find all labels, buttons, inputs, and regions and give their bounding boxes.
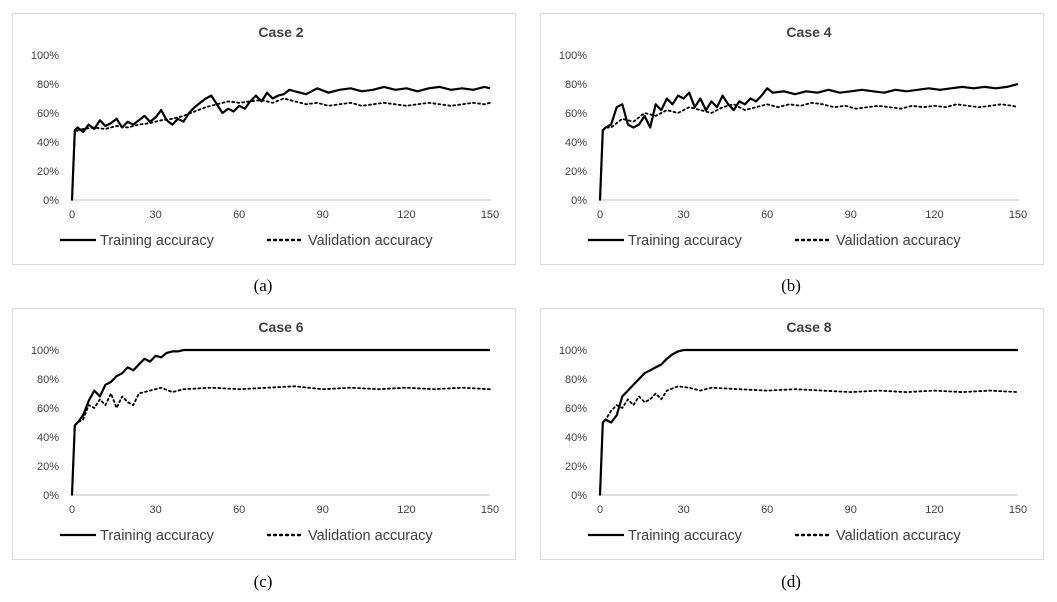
- caption-a: (a): [253, 276, 273, 295]
- x-tick-label: 0: [597, 209, 603, 221]
- y-tick-label: 0%: [43, 195, 59, 207]
- y-tick-label: 60%: [565, 108, 587, 120]
- y-tick-label: 80%: [565, 79, 587, 91]
- y-tick-label: 60%: [565, 403, 587, 415]
- y-tick-label: 20%: [37, 166, 59, 178]
- training-accuracy-line: [598, 348, 1018, 496]
- legend-label: Training accuracy: [100, 233, 215, 249]
- chart-panel-c: Case 6 0% 20% 40% 60% 80% 100% 0 30 60 90 120 150 Tra…: [12, 308, 516, 560]
- caption-b: (b): [781, 276, 801, 295]
- x-tick-label: 60: [761, 504, 773, 516]
- x-tick-label: 0: [69, 504, 75, 516]
- caption-d: (d): [781, 572, 801, 591]
- legend-label: Validation accuracy: [836, 233, 961, 249]
- x-tick-label: 60: [761, 209, 773, 221]
- line-chart: Case 6 0% 20% 40% 60% 80% 100% 0 30 60 90 120 150 Tra…: [31, 319, 499, 544]
- y-tick-label: 0%: [43, 490, 59, 502]
- x-tick-label: 120: [925, 209, 943, 221]
- x-tick-label: 90: [845, 209, 857, 221]
- line-chart: Case 2 0% 20% 40% 60% 80% 100% 0 30 60 90 120 150 Tra…: [31, 24, 499, 249]
- y-tick-label: 60%: [37, 108, 59, 120]
- chart-title: Case 6: [258, 319, 303, 335]
- y-tick-label: 20%: [565, 461, 587, 473]
- chart-panel-a: Case 2 0% 20% 40% 60% 80% 100% 0 30 60 90 120 150 Tra…: [12, 13, 516, 265]
- chart-title: Case 4: [786, 24, 831, 40]
- training-accuracy-line: [598, 82, 1019, 201]
- x-tick-label: 0: [597, 504, 603, 516]
- x-tick-label: 90: [317, 209, 329, 221]
- y-tick-label: 40%: [37, 432, 59, 444]
- x-tick-label: 30: [149, 209, 161, 221]
- y-tick-label: 20%: [565, 166, 587, 178]
- validation-accuracy-line: [71, 385, 491, 496]
- x-tick-label: 150: [481, 209, 499, 221]
- x-tick-label: 150: [481, 504, 499, 516]
- y-tick-label: 40%: [565, 137, 587, 149]
- x-tick-label: 120: [397, 209, 415, 221]
- legend-label: Validation accuracy: [308, 233, 433, 249]
- x-tick-label: 150: [1009, 504, 1027, 516]
- x-tick-label: 120: [925, 504, 943, 516]
- x-tick-label: 90: [845, 504, 857, 516]
- y-tick-label: 40%: [565, 432, 587, 444]
- x-tick-label: 60: [233, 209, 245, 221]
- validation-accuracy-line: [599, 385, 1019, 496]
- chart-frame: [540, 13, 1044, 265]
- y-tick-label: 80%: [565, 374, 587, 386]
- training-accuracy-line: [70, 348, 490, 496]
- y-tick-label: 100%: [31, 50, 59, 62]
- validation-accuracy-line: [599, 101, 1019, 201]
- x-tick-label: 120: [397, 504, 415, 516]
- y-tick-label: 100%: [31, 345, 59, 357]
- y-tick-label: 80%: [37, 79, 59, 91]
- training-accuracy-line: [70, 85, 491, 201]
- chart-title: Case 8: [786, 319, 831, 335]
- legend-label: Training accuracy: [628, 528, 743, 544]
- legend-label: Validation accuracy: [836, 528, 961, 544]
- caption-c: (c): [253, 572, 273, 591]
- line-chart: Case 4 0% 20% 40% 60% 80% 100% 0 30 60 90 120 150 Tra…: [559, 24, 1027, 249]
- x-tick-label: 30: [677, 504, 689, 516]
- line-chart: Case 8 0% 20% 40% 60% 80% 100% 0 30 60 90 120 150 Tra…: [559, 319, 1027, 544]
- chart-title: Case 2: [258, 24, 303, 40]
- y-tick-label: 0%: [571, 195, 587, 207]
- x-tick-label: 90: [317, 504, 329, 516]
- y-tick-label: 0%: [571, 490, 587, 502]
- x-tick-label: 30: [149, 504, 161, 516]
- validation-accuracy-line: [71, 97, 491, 201]
- chart-panel-b: Case 4 0% 20% 40% 60% 80% 100% 0 30 60 90 120 150 Tra…: [540, 13, 1044, 265]
- y-tick-label: 20%: [37, 461, 59, 473]
- legend-label: Training accuracy: [100, 528, 215, 544]
- legend-label: Training accuracy: [628, 233, 743, 249]
- y-tick-label: 60%: [37, 403, 59, 415]
- y-tick-label: 80%: [37, 374, 59, 386]
- y-tick-label: 100%: [559, 50, 587, 62]
- x-tick-label: 0: [69, 209, 75, 221]
- x-tick-label: 30: [677, 209, 689, 221]
- chart-panel-d: Case 8 0% 20% 40% 60% 80% 100% 0 30 60 90 120 150 Tra…: [540, 308, 1044, 560]
- y-tick-label: 100%: [559, 345, 587, 357]
- x-tick-label: 150: [1009, 209, 1027, 221]
- x-tick-label: 60: [233, 504, 245, 516]
- y-tick-label: 40%: [37, 137, 59, 149]
- chart-frame: [12, 13, 516, 265]
- legend-label: Validation accuracy: [308, 528, 433, 544]
